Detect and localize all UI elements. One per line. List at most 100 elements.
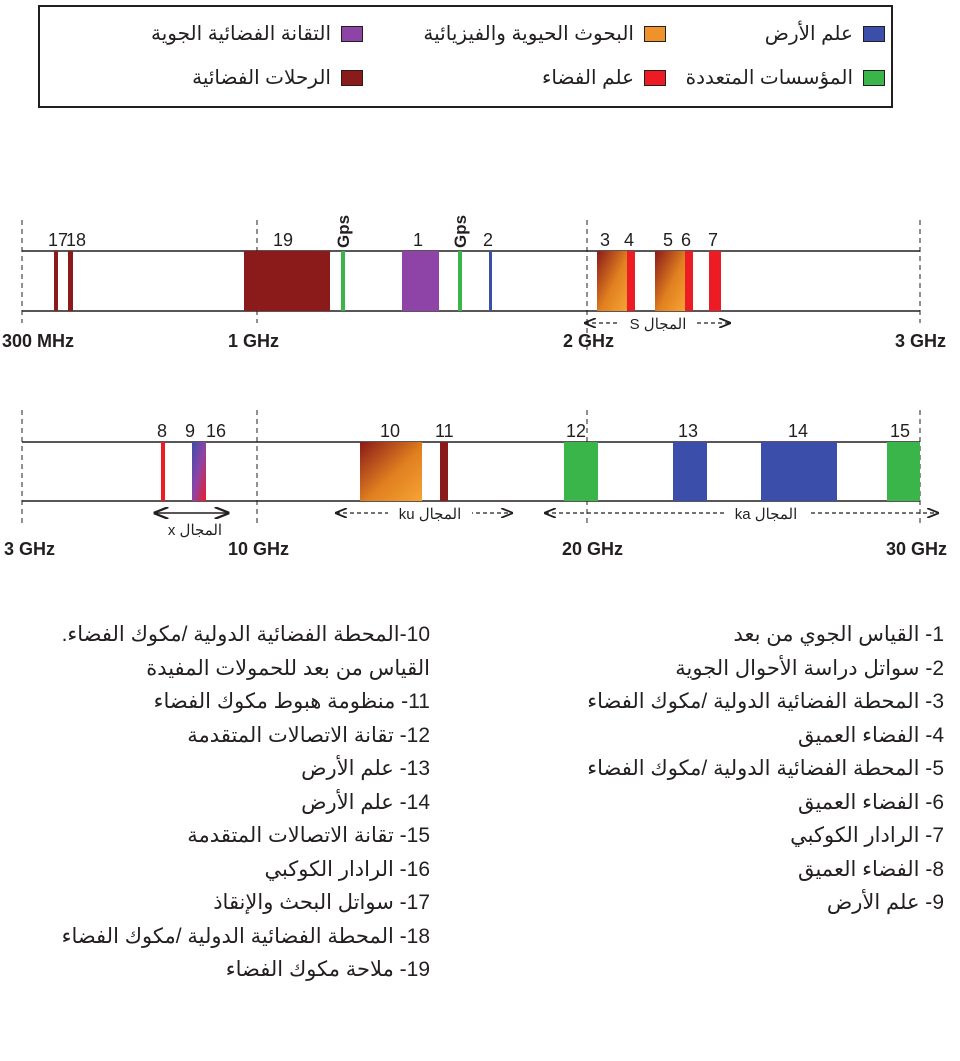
bar-label: 1 <box>413 230 423 250</box>
legend-label: التقانة الفضائية الجوية <box>150 23 331 45</box>
axis-label: 10 GHz <box>228 539 289 559</box>
bar-label: 16 <box>206 421 226 441</box>
bar-label: 15 <box>890 421 910 441</box>
legend-label: علم الفضاء <box>541 67 634 89</box>
bar-label: 14 <box>788 421 808 441</box>
range-ku-label: المجال ku <box>399 506 462 523</box>
bar-3 <box>597 251 627 311</box>
legend-swatch-bio <box>644 25 666 42</box>
list-item: 16- الرادار الكوكبي <box>264 857 430 881</box>
bar-12 <box>564 442 598 501</box>
range-s-label: المجال S <box>630 316 687 333</box>
list-item: 2- سواتل دراسة الأحوال الجوية <box>675 656 944 680</box>
legend-item-bio: البحوث الحيوية والفيزيائية <box>423 21 666 46</box>
bar-label: 8 <box>157 421 167 441</box>
bar-5 <box>655 251 685 311</box>
axis-label: 30 GHz <box>886 539 947 559</box>
legend-swatch-multi <box>863 69 885 86</box>
bar-label: 6 <box>681 230 691 250</box>
bar-label: 18 <box>66 230 86 250</box>
bar-label: 19 <box>273 230 293 250</box>
legend-item-aerotech: التقانة الفضائية الجوية <box>151 21 363 46</box>
bar-label: 5 <box>663 230 673 250</box>
list-item: 6- الفضاء العميق <box>797 790 944 814</box>
legend-label: المؤسسات المتعددة <box>685 67 853 89</box>
bar-17 <box>54 251 58 311</box>
axis-label: 1 GHz <box>228 331 279 351</box>
bar-9-16 <box>192 442 206 501</box>
legend-item-flights: الرحلات الفضائية <box>192 65 363 90</box>
axis-label: 300 MHz <box>2 331 74 351</box>
list-left: 10-المحطة الفضائية الدولية /مكوك الفضاء.… <box>62 618 430 987</box>
bar-8 <box>161 442 165 501</box>
bar-label: 2 <box>483 230 493 250</box>
bar-1 <box>402 251 439 311</box>
bar-label: 7 <box>708 230 718 250</box>
bar-11 <box>440 442 448 501</box>
axis-label: 3 GHz <box>895 331 946 351</box>
band-2: 8 9 16 10 11 12 13 14 15 المجال x المجال… <box>4 410 947 559</box>
list-item: 4- الفضاء العميق <box>797 723 944 747</box>
legend-item-multi: المؤسسات المتعددة <box>686 65 885 90</box>
range-ku-label-bg <box>388 503 472 521</box>
axis-label: 3 GHz <box>4 539 55 559</box>
list-item: القياس من بعد للحمولات المفيدة <box>146 656 430 680</box>
bar-label: 10 <box>380 421 400 441</box>
list-item: 3- المحطة الفضائية الدولية /مكوك الفضاء <box>587 690 944 713</box>
bar-7 <box>709 251 721 311</box>
bar-label: Gps <box>451 215 470 248</box>
list-right: 1- القياس الجوي من بعد 2- سواتل دراسة ال… <box>587 618 944 920</box>
list-item: 11- منظومة هبوط مكوك الفضاء <box>153 690 430 713</box>
bar-4 <box>627 251 635 311</box>
list-item: 14- علم الأرض <box>301 790 430 814</box>
bar-19 <box>244 251 330 311</box>
bar-label: 4 <box>624 230 634 250</box>
list-item: 18- المحطة الفضائية الدولية /مكوك الفضاء <box>61 924 430 948</box>
bar-label: 13 <box>678 421 698 441</box>
bar-gps-1 <box>341 251 345 311</box>
range-s-label-bg <box>620 314 696 332</box>
list-item: 1- القياس الجوي من بعد <box>733 623 944 646</box>
bar-label: Gps <box>334 215 353 248</box>
bar-14 <box>761 442 837 501</box>
range-x-label: المجال x <box>168 522 222 539</box>
legend-swatch-space <box>644 69 666 86</box>
frequency-diagram: 17 18 19 Gps 1 Gps 2 3 4 5 6 7 المجال S … <box>2 215 947 559</box>
legend-swatch-flights <box>341 69 363 86</box>
bar-label: 17 <box>48 230 68 250</box>
axis-label: 20 GHz <box>562 539 623 559</box>
list-item: 5- المحطة الفضائية الدولية /مكوك الفضاء <box>587 757 944 780</box>
bar-label: 3 <box>600 230 610 250</box>
range-ka-label: المجال ka <box>735 506 798 523</box>
list-item: 7- الرادار الكوكبي <box>790 824 944 847</box>
bar-6 <box>685 251 693 311</box>
legend-label: البحوث الحيوية والفيزيائية <box>423 23 634 45</box>
bar-label: 9 <box>185 421 195 441</box>
band-1: 17 18 19 Gps 1 Gps 2 3 4 5 6 7 المجال S … <box>2 215 946 351</box>
list-item: 19- ملاحة مكوك الفضاء <box>225 958 430 981</box>
list-item: 9- علم الأرض <box>826 891 944 914</box>
list-item: 10-المحطة الفضائية الدولية /مكوك الفضاء. <box>61 623 430 646</box>
legend-label: الرحلات الفضائية <box>192 67 331 89</box>
range-ka-label-bg <box>724 503 808 521</box>
legend-item-earth: علم الأرض <box>765 21 885 46</box>
bar-label: 12 <box>566 421 586 441</box>
bar-2 <box>489 251 492 311</box>
list-item: 8- الفضاء العميق <box>797 857 944 881</box>
list-item: 13- علم الأرض <box>301 757 430 780</box>
list-item: 12- تقانة الاتصالات المتقدمة <box>187 723 430 747</box>
legend-item-space: علم الفضاء <box>542 65 666 90</box>
legend-label: علم الأرض <box>764 23 853 45</box>
bar-10 <box>360 442 422 501</box>
bar-13 <box>673 442 707 501</box>
legend-swatch-aerotech <box>341 25 363 42</box>
legend-swatch-earth <box>863 25 885 42</box>
axis-label: 2 GHz <box>563 331 614 351</box>
list-item: 17- سواتل البحث والإنقاذ <box>213 891 430 914</box>
list-item: 15- تقانة الاتصالات المتقدمة <box>187 824 430 847</box>
bar-15 <box>887 442 920 501</box>
bar-label: 11 <box>435 421 454 441</box>
legend-box: علم الأرض البحوث الحيوية والفيزيائية الت… <box>38 5 893 108</box>
bar-gps-2 <box>458 251 462 311</box>
bar-18 <box>68 251 73 311</box>
